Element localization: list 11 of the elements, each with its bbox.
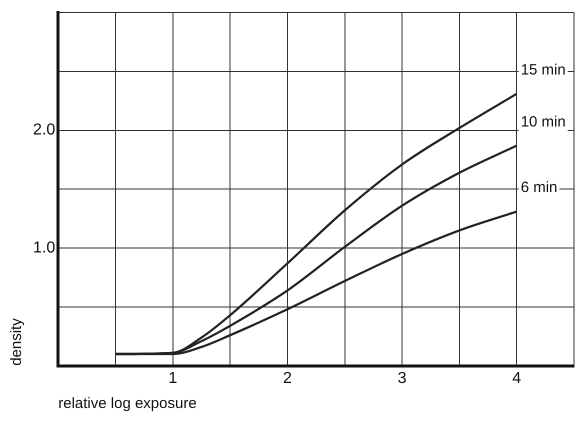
x-tick-label: 3 (398, 370, 407, 387)
series-label: 15 min (520, 61, 566, 78)
y-axis-title: density (8, 318, 26, 366)
series-label: 10 min (520, 113, 566, 130)
y-tick-label: 2.0 (32, 122, 56, 139)
x-tick-label: 2 (283, 370, 292, 387)
x-tick-label: 4 (512, 370, 522, 387)
series-label: 6 min (520, 179, 558, 196)
x-axis-title: relative log exposure (58, 395, 197, 412)
y-tick-label: 1.0 (32, 239, 56, 256)
x-tick-label: 1 (168, 370, 178, 387)
